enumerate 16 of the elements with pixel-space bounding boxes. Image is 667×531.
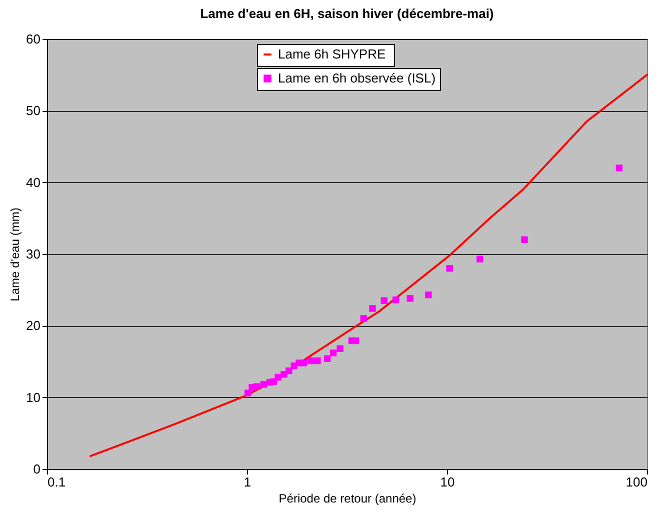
y-tick-label: 20	[26, 318, 40, 334]
legend-label: Lame en 6h observée (ISL)	[278, 70, 436, 86]
chart-title: Lame d'eau en 6H, saison hiver (décembre-mai)	[200, 6, 494, 21]
y-tick-label: 0	[33, 462, 40, 476]
y-tick-label: 30	[26, 246, 40, 262]
x-tick-label: 10	[440, 474, 455, 490]
x-axis-title: Période de retour (année)	[278, 492, 416, 506]
y-tick-label: 50	[26, 103, 40, 118]
x-tick-label: 0.1	[48, 474, 66, 490]
y-tick-label: 60	[26, 32, 40, 46]
x-tick-label: 1	[244, 474, 252, 490]
y-tick-label: 40	[26, 174, 40, 190]
x-tick-label: 100	[626, 474, 648, 490]
legend-label: Lame 6h SHYPRE	[278, 46, 386, 62]
y-tick-label: 10	[26, 390, 40, 405]
y-axis-title: Lame d'eau (mm)	[8, 208, 22, 302]
